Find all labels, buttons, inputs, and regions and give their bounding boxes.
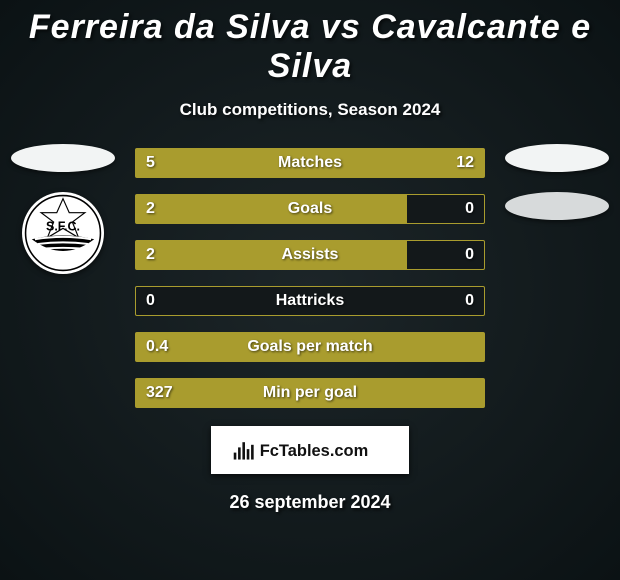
metric-row: 00Hattricks [135, 286, 485, 316]
avatar-placeholder [505, 144, 609, 172]
svg-text:FcTables.com: FcTables.com [260, 442, 369, 460]
metric-row: 0.4Goals per match [135, 332, 485, 362]
club-badge-santos: S.F.C. [22, 192, 104, 274]
metric-label: Hattricks [136, 287, 484, 315]
metric-row: 20Goals [135, 194, 485, 224]
avatar-placeholder [505, 192, 609, 220]
svg-text:S.F.C.: S.F.C. [46, 220, 80, 234]
left-player-column: S.F.C. [8, 144, 118, 274]
metric-label: Goals [136, 195, 484, 223]
metric-row: 512Matches [135, 148, 485, 178]
page-title: Ferreira da Silva vs Cavalcante e Silva [0, 0, 620, 86]
date-line: 26 september 2024 [0, 492, 620, 513]
subtitle: Club competitions, Season 2024 [0, 100, 620, 120]
metric-label: Matches [136, 149, 484, 177]
avatar-placeholder [11, 144, 115, 172]
metric-label: Goals per match [136, 333, 484, 361]
metric-label: Min per goal [136, 379, 484, 407]
fctables-logo-icon: FcTables.com [232, 437, 388, 463]
metric-row: 327Min per goal [135, 378, 485, 408]
metrics-bars: 512Matches 20Goals 20Assists 00Hattricks 0.4… [135, 148, 485, 424]
metric-row: 20Assists [135, 240, 485, 270]
fctables-badge: FcTables.com [211, 426, 409, 474]
santos-logo-icon: S.F.C. [24, 194, 102, 272]
comparison-area: S.F.C. 512Matches 20Goals 20Assists 00Hattr… [0, 148, 620, 418]
metric-label: Assists [136, 241, 484, 269]
right-player-column [502, 144, 612, 240]
